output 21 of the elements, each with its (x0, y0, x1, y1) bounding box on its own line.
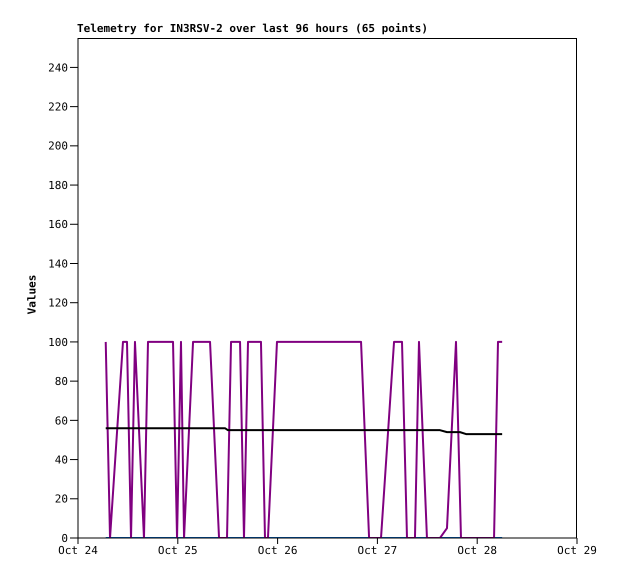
y-tick-label: 120 (48, 296, 68, 310)
y-tick-label: 140 (48, 257, 68, 270)
y-tick-label: 80 (54, 375, 68, 388)
y-tick-label: 160 (48, 218, 68, 232)
x-tick-label: Oct 29 (557, 544, 597, 557)
y-tick-label: 60 (54, 414, 68, 428)
y-tick-label: 200 (48, 140, 68, 153)
x-tick-label: Oct 26 (258, 544, 298, 557)
x-tick-label: Oct 24 (58, 544, 98, 557)
y-tick-label: 240 (48, 61, 68, 74)
x-tick-label: Oct 27 (358, 544, 398, 557)
y-tick-label: 0 (61, 532, 68, 545)
chart-title: Telemetry for IN3RSV-2 over last 96 hours (65 points) (77, 22, 428, 35)
y-tick-label: 100 (48, 336, 68, 349)
x-tick-label: Oct 25 (158, 544, 198, 557)
x-tick-label: Oct 28 (457, 544, 498, 557)
y-tick-label: 40 (54, 453, 68, 466)
y-tick-label: 20 (54, 492, 68, 506)
y-tick-label: 220 (48, 100, 68, 114)
y-tick-label: 180 (48, 178, 68, 192)
y-axis-title: Values (26, 274, 38, 316)
